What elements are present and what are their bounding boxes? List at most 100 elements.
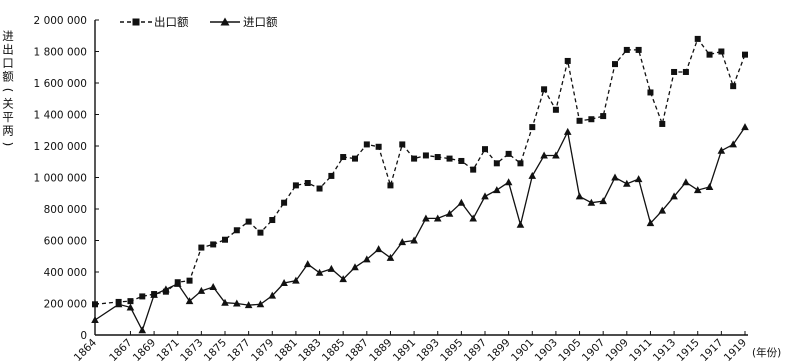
export-point — [635, 46, 642, 53]
export-point — [623, 46, 630, 53]
export-point — [375, 143, 382, 150]
import-point — [540, 151, 548, 159]
import-point — [717, 146, 726, 154]
x-tick-label: 1893 — [414, 337, 441, 363]
import-point — [339, 275, 347, 283]
import-point — [233, 299, 241, 307]
import-point — [693, 186, 702, 194]
y-axis-title-char: 进 — [2, 29, 14, 43]
export-point — [718, 48, 725, 55]
export-point — [422, 152, 429, 159]
export-point — [304, 180, 311, 187]
y-tick-label: 600 000 — [44, 236, 87, 248]
x-tick-label: 1887 — [344, 337, 371, 363]
import-point — [91, 316, 99, 324]
export-point — [340, 154, 347, 161]
import-point — [575, 192, 584, 200]
export-point — [198, 244, 205, 251]
import-point — [114, 300, 123, 308]
export-point — [588, 116, 595, 123]
import-point — [292, 276, 300, 284]
export-point — [647, 89, 654, 96]
x-ticks: 1864 186718691871187318751877187918811883… — [72, 331, 749, 363]
x-tick-label: 1905 — [556, 337, 583, 363]
x-tick-label: 1879 — [249, 337, 276, 363]
export-point — [493, 160, 500, 167]
series-layer — [91, 35, 749, 334]
export-point — [186, 277, 193, 284]
export-point — [363, 141, 370, 148]
export-point — [92, 301, 98, 308]
export-point — [233, 227, 240, 234]
import-point — [303, 260, 312, 268]
export-point — [659, 120, 666, 127]
export-point — [316, 185, 323, 192]
x-tick-label: 1913 — [651, 337, 678, 363]
export-point — [564, 57, 571, 64]
y-tick-label: 1 600 000 — [34, 78, 87, 90]
import-point — [209, 282, 217, 290]
x-tick-label: 1915 — [674, 337, 701, 363]
export-point — [552, 106, 559, 113]
import-point — [469, 214, 477, 222]
export-point — [730, 83, 737, 90]
import-point — [552, 151, 560, 159]
export-series-line — [94, 37, 746, 305]
import-point — [221, 298, 229, 306]
y-tick-label: 1 000 000 — [34, 173, 87, 185]
export-point — [281, 199, 288, 206]
x-tick-label: 1883 — [296, 337, 323, 363]
y-axis-title-char: 额 — [2, 70, 14, 84]
export-point — [245, 218, 252, 225]
y-tick-label: 0 — [80, 330, 87, 342]
x-tick-label: 1873 — [178, 337, 205, 363]
x-tick-label: 1877 — [225, 337, 252, 363]
y-tick-label: 400 000 — [44, 267, 87, 279]
import-point — [646, 219, 655, 227]
export-point — [257, 229, 264, 236]
import-point — [173, 279, 182, 287]
legend-import-label: 进口额 — [243, 15, 278, 29]
legend-export-marker — [132, 18, 140, 26]
y-tick-label: 200 000 — [44, 299, 87, 311]
import-point — [185, 297, 194, 305]
import-point — [256, 300, 265, 308]
export-point — [505, 150, 512, 157]
import-point — [386, 253, 395, 261]
import-point — [433, 214, 442, 222]
import-point — [315, 268, 324, 276]
export-point — [612, 61, 618, 68]
export-point — [529, 124, 536, 131]
import-point — [587, 198, 596, 206]
legend: 出口额 进口额 — [120, 15, 278, 29]
export-point — [541, 86, 548, 93]
y-axis-title-char: 关 — [2, 97, 14, 111]
import-point — [658, 206, 667, 214]
import-point — [741, 123, 749, 131]
import-point — [516, 220, 525, 228]
export-point — [434, 154, 441, 161]
x-tick-label: 1895 — [438, 337, 465, 363]
y-tick-label: 1 800 000 — [34, 47, 87, 59]
x-tick-label: 1875 — [202, 337, 229, 363]
import-point — [126, 303, 135, 311]
export-point — [387, 182, 394, 189]
x-axis-title: (年份) — [752, 346, 781, 359]
import-point — [682, 178, 690, 186]
x-tick-label: 1881 — [273, 337, 300, 363]
x-tick-label: 1889 — [367, 337, 394, 363]
x-tick-label: 1899 — [485, 337, 512, 363]
import-point — [705, 182, 714, 190]
import-point — [457, 198, 466, 206]
export-point — [706, 51, 713, 58]
x-tick-label: 1917 — [698, 337, 725, 363]
export-point — [682, 68, 689, 75]
import-point — [623, 179, 631, 187]
y-tick-label: 1 200 000 — [34, 141, 87, 153]
y-ticks: 0 200 000 400 000 600 000 800 000 1 000 000 1 … — [34, 15, 99, 342]
import-point — [634, 175, 643, 183]
import-point — [150, 290, 158, 298]
legend-export-label: 出口额 — [154, 15, 189, 29]
